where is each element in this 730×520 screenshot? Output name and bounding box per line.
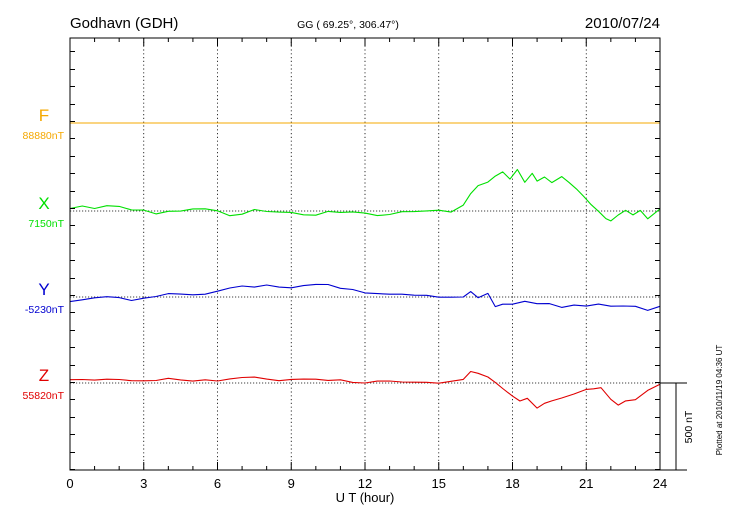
scale-bar: 500 nT [660,382,695,471]
baselines [70,122,660,384]
chart-title: Godhavn (GDH) [70,15,178,32]
series-name-z: Z [39,366,49,385]
x-tick-label: 3 [140,476,147,491]
scale-bar-label: 500 nT [683,410,695,443]
grid-lines [143,38,587,470]
x-axis-label: U T (hour) [336,490,395,505]
series-line-y [69,283,661,311]
series-line-z [69,370,661,409]
series-baseline-value-x: 7150nT [28,218,64,230]
x-tick-label: 21 [579,476,593,491]
series-name-y: Y [38,280,49,299]
x-tick-label: 0 [66,476,73,491]
series-baseline-value-z: 55820nT [23,390,65,402]
series-baseline-value-f: 88880nT [23,130,65,142]
series-lines [69,122,661,409]
plotted-timestamp: Plotted at 2010/11/19 04:36 UT [715,345,724,456]
series-labels: F 88880nT X 7150nT Y -5230nT Z 55820nT [23,106,65,402]
x-tick-label: 15 [432,476,446,491]
chart-date: 2010/07/24 [585,15,660,32]
x-tick-label: 12 [358,476,372,491]
x-tick-label: 24 [653,476,667,491]
series-name-f: F [39,106,49,125]
x-tick-label: 9 [288,476,295,491]
x-tick-label: 6 [214,476,221,491]
chart-subtitle: GG ( 69.25°, 306.47°) [297,19,399,31]
series-line-x [69,168,661,222]
axis-ticks: 0 3 6 9 12 15 18 21 24 [66,38,667,491]
x-tick-label: 18 [505,476,519,491]
series-name-x: X [38,194,49,213]
series-baseline-value-y: -5230nT [25,304,65,316]
